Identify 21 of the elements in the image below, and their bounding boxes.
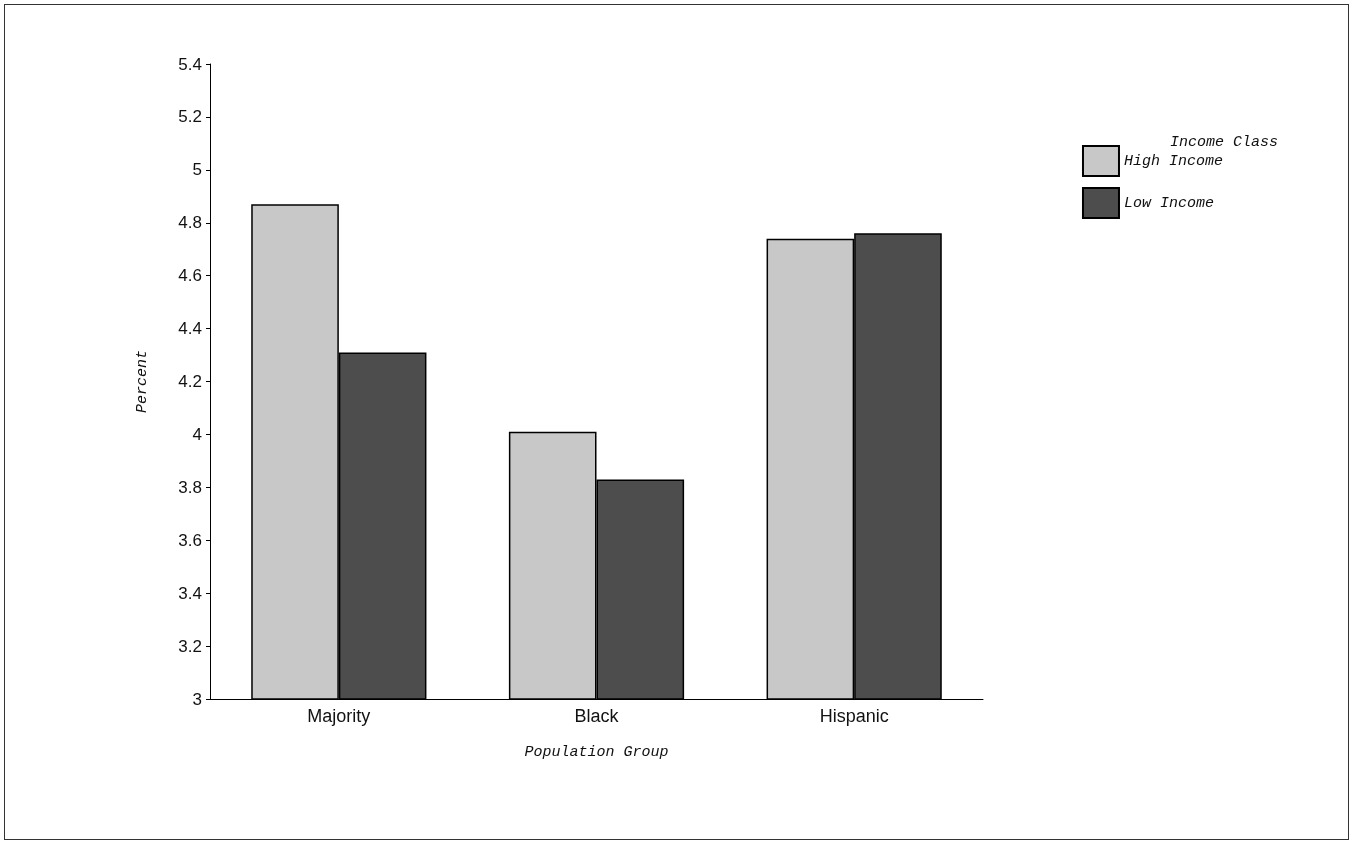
x-tick-label: Majority (307, 706, 371, 726)
y-tick-label: 4.2 (178, 372, 202, 391)
y-tick-label: 4.8 (178, 213, 202, 233)
legend-title: Income Class (1169, 134, 1279, 151)
y-tick-label: 4.4 (178, 319, 202, 339)
y-tick-label: 3 (192, 689, 202, 709)
y-tick-label: 3.8 (178, 477, 202, 497)
y-tick-label: 3.4 (178, 583, 202, 603)
x-axis-title: Population Group (524, 744, 669, 761)
legend-label: Low Income (1123, 194, 1214, 212)
y-tick-label: 5.2 (178, 107, 202, 127)
legend-label: High Income (1123, 152, 1224, 170)
y-tick-label: 5.4 (178, 54, 202, 74)
y-tick-label: 4 (192, 424, 202, 444)
x-tick-label: Black (574, 706, 620, 726)
y-tick-label: 4.6 (178, 266, 202, 286)
y-tick-label: 3.2 (178, 636, 202, 656)
y-tick-label: 5 (192, 160, 202, 180)
y-tick-label: 3.6 (178, 530, 202, 550)
y-axis-title: Percent (134, 349, 151, 414)
x-tick-label: Hispanic (819, 706, 889, 726)
